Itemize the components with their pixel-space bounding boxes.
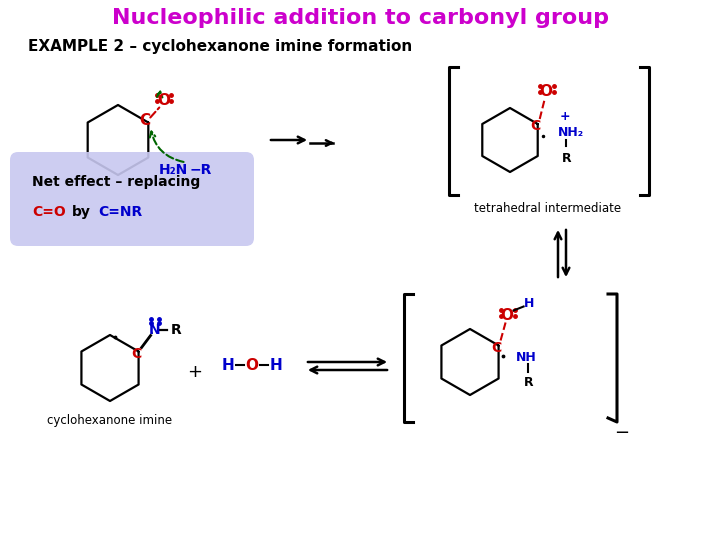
Text: −R: −R xyxy=(189,164,212,178)
Text: +: + xyxy=(559,110,570,123)
Text: cyclohexanone imine: cyclohexanone imine xyxy=(48,414,173,427)
Text: tetrahedral intermediate: tetrahedral intermediate xyxy=(474,202,621,215)
Text: NH: NH xyxy=(516,351,536,364)
Text: O: O xyxy=(157,93,170,108)
Text: H: H xyxy=(523,297,534,310)
Text: by: by xyxy=(72,205,91,219)
Text: O: O xyxy=(539,84,552,99)
Text: EXAMPLE 2 – cyclohexanone imine formation: EXAMPLE 2 – cyclohexanone imine formatio… xyxy=(28,39,413,55)
Text: C: C xyxy=(492,341,502,354)
Text: H₂N: H₂N xyxy=(159,164,189,178)
FancyBboxPatch shape xyxy=(10,152,254,246)
Text: H: H xyxy=(222,357,235,373)
Text: R: R xyxy=(171,322,181,336)
Text: C: C xyxy=(531,119,541,133)
Text: Nucleophilic addition to carbonyl group: Nucleophilic addition to carbonyl group xyxy=(112,8,608,28)
Text: O: O xyxy=(500,308,513,323)
Text: O: O xyxy=(246,357,258,373)
Text: +: + xyxy=(187,363,202,381)
Text: C: C xyxy=(132,347,142,361)
Text: C=O: C=O xyxy=(32,205,66,219)
Text: C: C xyxy=(140,113,151,128)
Text: Net effect – replacing: Net effect – replacing xyxy=(32,175,200,189)
Text: R: R xyxy=(523,375,534,388)
Text: N: N xyxy=(149,322,161,336)
Text: R: R xyxy=(562,152,572,165)
Text: −: − xyxy=(614,424,629,442)
Text: C=NR: C=NR xyxy=(98,205,143,219)
Text: H: H xyxy=(269,357,282,373)
Text: NH₂: NH₂ xyxy=(558,126,584,139)
